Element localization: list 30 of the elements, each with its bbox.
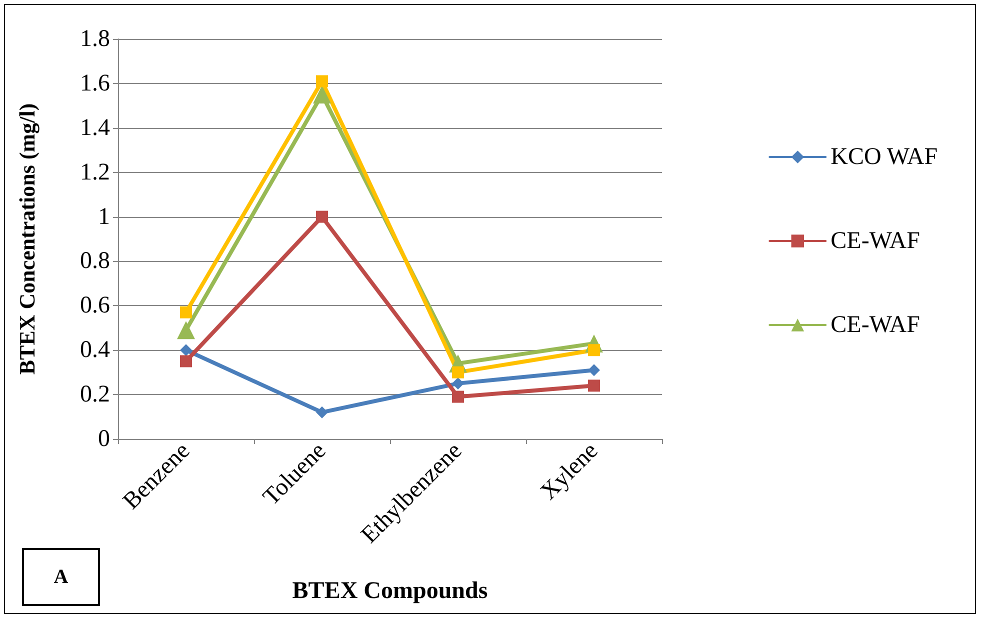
point — [177, 321, 195, 340]
y-tick-label: 0.4 — [80, 337, 110, 364]
point — [588, 364, 600, 376]
point — [316, 210, 328, 223]
y-tick-label: 0.8 — [80, 248, 110, 274]
point — [180, 344, 192, 356]
point — [316, 406, 328, 418]
point — [452, 377, 464, 390]
y-tick-label: 0 — [98, 426, 110, 452]
point — [588, 380, 600, 392]
y-tick-label: 0.2 — [80, 382, 110, 408]
y-tick-label: 1.4 — [80, 114, 110, 141]
x-axis-title: BTEX Compounds — [292, 578, 488, 604]
legend-label: CE-WAF — [830, 228, 920, 254]
legend-label: CE-WAF — [830, 312, 920, 338]
y-tick-label: 1.2 — [80, 159, 110, 186]
point — [452, 390, 464, 403]
point — [588, 344, 600, 356]
y-tick-label: 1.8 — [80, 26, 110, 52]
y-axis-title: BTEX Concentrations (mg/l) — [14, 103, 40, 375]
point — [180, 355, 192, 368]
point — [313, 86, 331, 104]
y-tick-label: 1.6 — [80, 70, 110, 96]
point — [180, 306, 192, 318]
point — [452, 366, 464, 378]
y-tick-label: 0.6 — [80, 292, 110, 319]
point — [316, 75, 328, 88]
y-tick-label: 1 — [98, 204, 110, 230]
legend-label: KCO WAF — [830, 144, 938, 170]
text: A — [22, 548, 100, 606]
